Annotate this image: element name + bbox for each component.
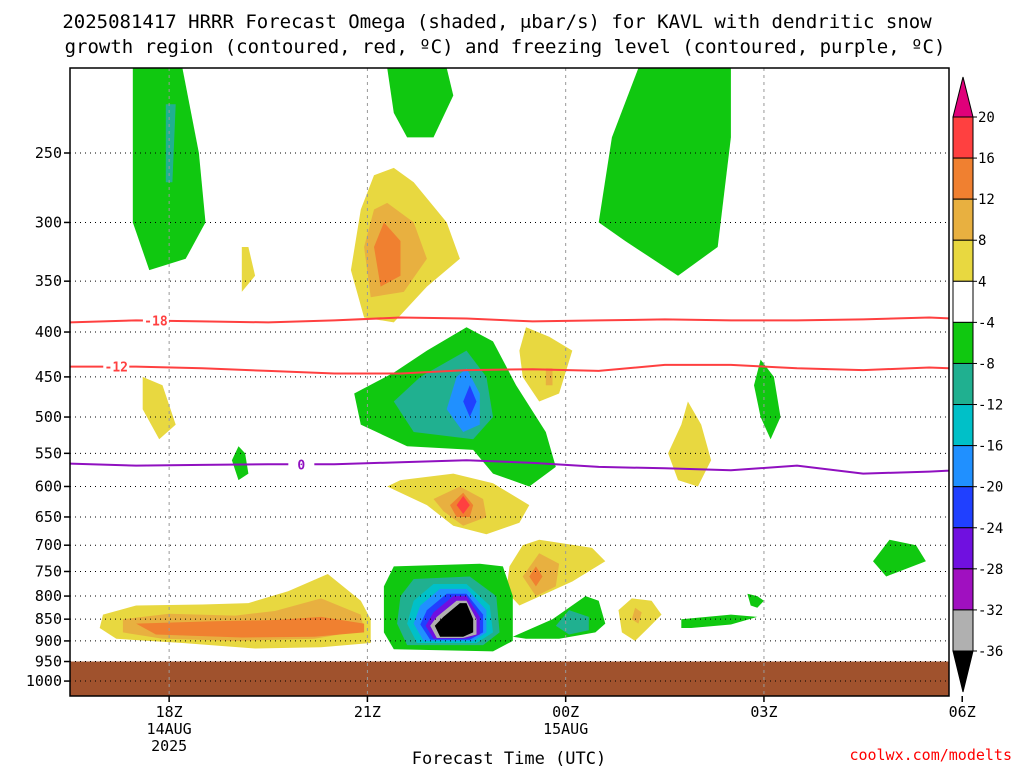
colorbar-label-20: 20 bbox=[978, 110, 995, 126]
plot-frame bbox=[69, 67, 950, 697]
colorbar-swatch--8 bbox=[952, 362, 974, 406]
x-axis-ticks: 18Z14AUG202521Z00Z15AUG03Z06Z09Z bbox=[147, 696, 976, 755]
colorbar-label-16: 16 bbox=[978, 151, 995, 167]
colorbar-swatch--12 bbox=[952, 404, 974, 447]
colorbar-top-arrow bbox=[952, 76, 974, 118]
omega-region-16 bbox=[231, 446, 249, 481]
contour-label-bg--18 bbox=[142, 313, 169, 328]
omega-region-39 bbox=[631, 607, 642, 624]
omega-region-24 bbox=[529, 566, 543, 587]
contour-label--12: -12 bbox=[105, 361, 128, 376]
credit-text: coolwx.com/modelts bbox=[849, 746, 1012, 764]
y-tick-label-700: 700 bbox=[35, 536, 62, 554]
colorbar-label--12: -12 bbox=[978, 398, 1003, 414]
colorbar-label--16: -16 bbox=[978, 439, 1003, 455]
y-tick-label-500: 500 bbox=[35, 408, 62, 426]
omega-region-42 bbox=[873, 539, 926, 577]
contour-line--12 bbox=[70, 363, 949, 375]
temperature-contours: -18 -12 0 bbox=[70, 313, 949, 475]
omega-region-2 bbox=[387, 68, 454, 138]
colorbar-swatch--28 bbox=[952, 568, 974, 611]
omega-region-14 bbox=[446, 368, 480, 432]
y-tick-label-950: 950 bbox=[35, 653, 62, 671]
ground-fill bbox=[70, 661, 949, 696]
contour-line-0 bbox=[70, 459, 949, 475]
omega-region-40 bbox=[681, 614, 758, 628]
colorbar-label-8: 8 bbox=[978, 233, 986, 249]
y-tick-label-800: 800 bbox=[35, 587, 62, 605]
y-tick-label-400: 400 bbox=[35, 323, 62, 341]
colorbar-bottom-arrow bbox=[952, 650, 974, 693]
omega-region-8 bbox=[519, 327, 573, 402]
y-tick-label-550: 550 bbox=[35, 444, 62, 462]
colorbar-label-4: 4 bbox=[978, 274, 986, 290]
omega-region-17 bbox=[754, 359, 781, 440]
x-tick-label-18Z: 18Z bbox=[156, 703, 183, 721]
y-tick-label-300: 300 bbox=[35, 213, 62, 231]
x-tick-date-00Z: 15AUG bbox=[543, 720, 588, 738]
colorbar-label--32: -32 bbox=[978, 603, 1003, 619]
x-tick-label-03Z: 03Z bbox=[750, 703, 777, 721]
y-tick-label-650: 650 bbox=[35, 508, 62, 526]
y-tick-label-350: 350 bbox=[35, 272, 62, 290]
chart-title-line1: 2025081417 HRRR Forecast Omega (shaded, … bbox=[62, 11, 932, 33]
y-tick-label-600: 600 bbox=[35, 477, 62, 495]
colorbar-swatch-12 bbox=[952, 198, 974, 241]
y-tick-label-450: 450 bbox=[35, 368, 62, 386]
colorbar-label-12: 12 bbox=[978, 192, 995, 208]
contour-label-0: 0 bbox=[297, 458, 305, 473]
y-tick-label-900: 900 bbox=[35, 632, 62, 650]
x-tick-label-00Z: 00Z bbox=[552, 703, 579, 721]
contour-label-bg--12 bbox=[103, 359, 130, 374]
omega-region-7 bbox=[374, 222, 401, 287]
omega-region-1 bbox=[165, 104, 176, 183]
contour-line--18 bbox=[70, 316, 949, 324]
omega-region-41 bbox=[747, 593, 764, 608]
y-tick-label-850: 850 bbox=[35, 610, 62, 628]
colorbar: 20 16 12 8 4 -4 -8 -12 -16 -20 -24 -28 -32 -36 bbox=[952, 76, 1003, 693]
colorbar-label--4: -4 bbox=[978, 315, 995, 331]
colorbar-label--20: -20 bbox=[978, 480, 1003, 496]
x-tick-label-06Z: 06Z bbox=[949, 703, 976, 721]
colorbar-swatch-8 bbox=[952, 239, 974, 282]
colorbar-swatch-20 bbox=[952, 116, 974, 159]
x-tick-date-18Z: 14AUG bbox=[147, 720, 192, 738]
omega-region-27 bbox=[136, 616, 365, 638]
omega-region-21 bbox=[456, 495, 470, 514]
y-axis-ticks: 250 300 350 400 450 500 550 600 650 700 750 800 850 9… bbox=[26, 144, 70, 690]
contour-label--18: -18 bbox=[144, 314, 168, 329]
ground-below-surface bbox=[70, 661, 949, 696]
x-tick-year-18Z: 2025 bbox=[151, 737, 187, 755]
colorbar-swatch--20 bbox=[952, 486, 974, 529]
omega-region-10 bbox=[142, 376, 176, 440]
omega-region-3 bbox=[598, 68, 731, 276]
colorbar-swatch--24 bbox=[952, 527, 974, 570]
colorbar-swatch--32 bbox=[952, 609, 974, 652]
colorbar-swatch--4 bbox=[952, 321, 974, 364]
colorbar-swatch-16 bbox=[952, 157, 974, 200]
colorbar-swatch-4 bbox=[952, 280, 974, 323]
chart-title-line2: growth region (contoured, red, ºC) and f… bbox=[65, 36, 946, 58]
x-axis-label: Forecast Time (UTC) bbox=[412, 749, 606, 768]
y-tick-label-250: 250 bbox=[35, 144, 62, 162]
omega-region-11 bbox=[668, 401, 712, 487]
colorbar-label--36: -36 bbox=[978, 644, 1003, 660]
colorbar-label--24: -24 bbox=[978, 521, 1003, 537]
colorbar-swatch--16 bbox=[952, 445, 974, 488]
y-tick-label-1000: 1000 bbox=[26, 672, 62, 690]
contour-label-bg-0 bbox=[288, 457, 315, 472]
omega-region-15 bbox=[463, 385, 477, 417]
y-tick-label-750: 750 bbox=[35, 562, 62, 580]
colorbar-label--8: -8 bbox=[978, 356, 995, 372]
omega-region-9 bbox=[545, 368, 553, 386]
omega-shading bbox=[99, 68, 926, 652]
omega-region-35 bbox=[434, 603, 474, 637]
colorbar-label--28: -28 bbox=[978, 562, 1003, 578]
omega-region-37 bbox=[555, 610, 589, 635]
x-tick-label-21Z: 21Z bbox=[354, 703, 381, 721]
